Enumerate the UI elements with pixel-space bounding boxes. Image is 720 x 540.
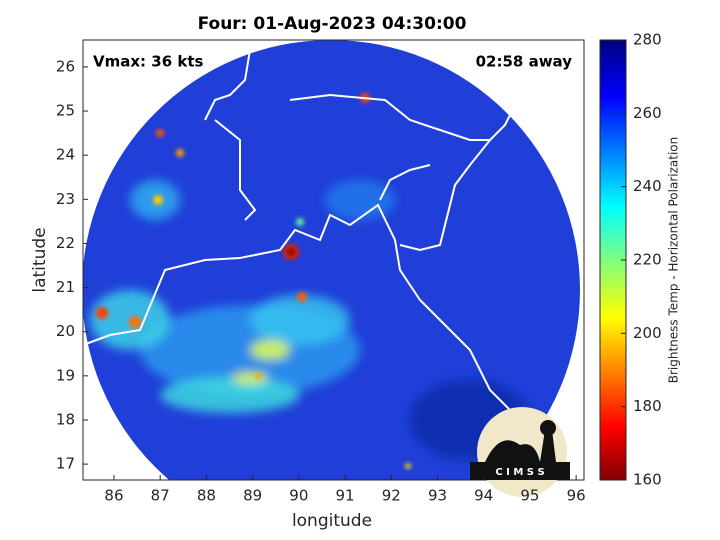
y-tick-label: 26 xyxy=(56,57,75,75)
x-tick-label: 95 xyxy=(520,487,539,505)
y-tick-label: 20 xyxy=(56,322,75,340)
y-tick-label: 22 xyxy=(56,234,75,252)
y-tick-label: 23 xyxy=(56,190,75,208)
y-tick-label: 17 xyxy=(56,455,75,473)
x-tick-label: 91 xyxy=(336,487,355,505)
time-away-label: 02:58 away xyxy=(476,53,573,71)
colorbar-tick-label: 220 xyxy=(633,251,662,269)
colorbar-tick-label: 200 xyxy=(633,324,662,342)
colorbar-label: Brightness Temp - Horizontal Polarizatio… xyxy=(667,137,681,384)
satellite-swath xyxy=(83,40,580,480)
colorbar-tick-label: 240 xyxy=(633,177,662,195)
colorbar-tick-label: 160 xyxy=(633,471,662,489)
title: Four: 01-Aug-2023 04:30:00 xyxy=(198,14,467,34)
colorbar-tick-label: 180 xyxy=(633,397,662,415)
y-tick-label: 25 xyxy=(56,102,75,120)
x-tick-label: 87 xyxy=(151,487,170,505)
x-tick-label: 90 xyxy=(289,487,308,505)
plot-frame xyxy=(82,39,585,481)
y-tick-label: 18 xyxy=(56,410,75,428)
y-axis-label: latitude xyxy=(30,227,50,292)
x-tick-label: 96 xyxy=(567,487,586,505)
y-tick-label: 21 xyxy=(56,278,75,296)
vmax-label: Vmax: 36 kts xyxy=(93,53,203,71)
x-tick-label: 94 xyxy=(474,487,493,505)
x-tick-label: 92 xyxy=(382,487,401,505)
x-tick-label: 86 xyxy=(104,487,123,505)
x-tick-label: 93 xyxy=(428,487,447,505)
cimss-logo: C I M S S xyxy=(470,407,570,497)
x-axis-label: longitude xyxy=(292,511,372,531)
colorbar-tick-label: 280 xyxy=(633,31,662,49)
x-tick-label: 89 xyxy=(243,487,262,505)
logo-text: C I M S S xyxy=(495,467,544,478)
y-tick-label: 19 xyxy=(56,366,75,384)
x-tick-label: 88 xyxy=(197,487,216,505)
colorbar-tick-label: 260 xyxy=(633,104,662,122)
y-tick-label: 24 xyxy=(56,146,75,164)
